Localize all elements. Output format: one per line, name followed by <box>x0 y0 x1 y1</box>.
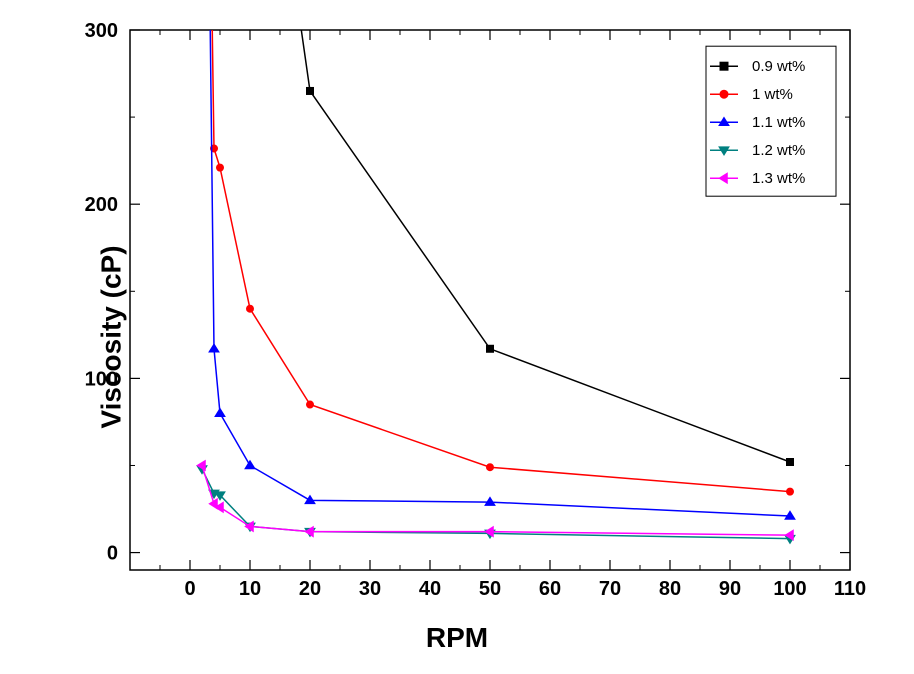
svg-text:20: 20 <box>299 578 321 600</box>
svg-text:0: 0 <box>107 543 118 565</box>
svg-text:110: 110 <box>834 578 866 600</box>
y-axis-label: Viscosity (cP) <box>96 245 128 428</box>
svg-text:80: 80 <box>659 578 681 600</box>
svg-text:50: 50 <box>479 578 501 600</box>
svg-text:100: 100 <box>773 578 806 600</box>
x-axis-label: RPM <box>0 622 914 654</box>
svg-text:10: 10 <box>239 578 261 600</box>
chart-svg: 010203040506070809010011001002003000.9 w… <box>0 0 914 674</box>
svg-text:200: 200 <box>85 194 118 216</box>
svg-text:40: 40 <box>419 578 441 600</box>
svg-text:0.9 wt%: 0.9 wt% <box>752 58 805 75</box>
svg-text:90: 90 <box>719 578 741 600</box>
svg-text:1.3 wt%: 1.3 wt% <box>752 170 805 187</box>
svg-text:30: 30 <box>359 578 381 600</box>
viscosity-chart: Viscosity (cP) 0 10 20 30 40 50 60 70 80 90 100 110… <box>0 0 914 674</box>
svg-text:300: 300 <box>85 20 118 42</box>
svg-text:70: 70 <box>599 578 621 600</box>
svg-text:60: 60 <box>539 578 561 600</box>
svg-text:1 wt%: 1 wt% <box>752 86 793 103</box>
svg-text:0: 0 <box>184 578 195 600</box>
svg-text:1.2 wt%: 1.2 wt% <box>752 142 805 159</box>
svg-text:1.1 wt%: 1.1 wt% <box>752 114 805 131</box>
